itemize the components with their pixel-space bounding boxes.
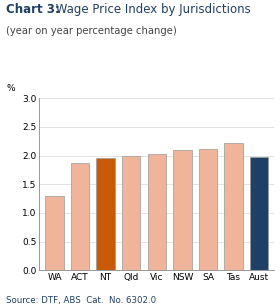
Bar (45, 196, 64, 270)
Text: Wage Price Index by Jurisdictions: Wage Price Index by Jurisdictions (52, 3, 251, 16)
Text: Source: DTF, ABS  Cat.  No. 6302.0: Source: DTF, ABS Cat. No. 6302.0 (6, 297, 156, 305)
Bar (148, 154, 166, 270)
Text: (year on year percentage change): (year on year percentage change) (6, 26, 176, 36)
Bar (250, 157, 268, 270)
Bar (199, 149, 217, 270)
Bar (224, 143, 243, 270)
Text: Chart 3:: Chart 3: (6, 3, 59, 16)
Bar (71, 163, 89, 270)
Bar (122, 156, 141, 270)
Bar (97, 158, 115, 270)
Y-axis label: %: % (7, 84, 15, 93)
Bar (173, 150, 192, 270)
